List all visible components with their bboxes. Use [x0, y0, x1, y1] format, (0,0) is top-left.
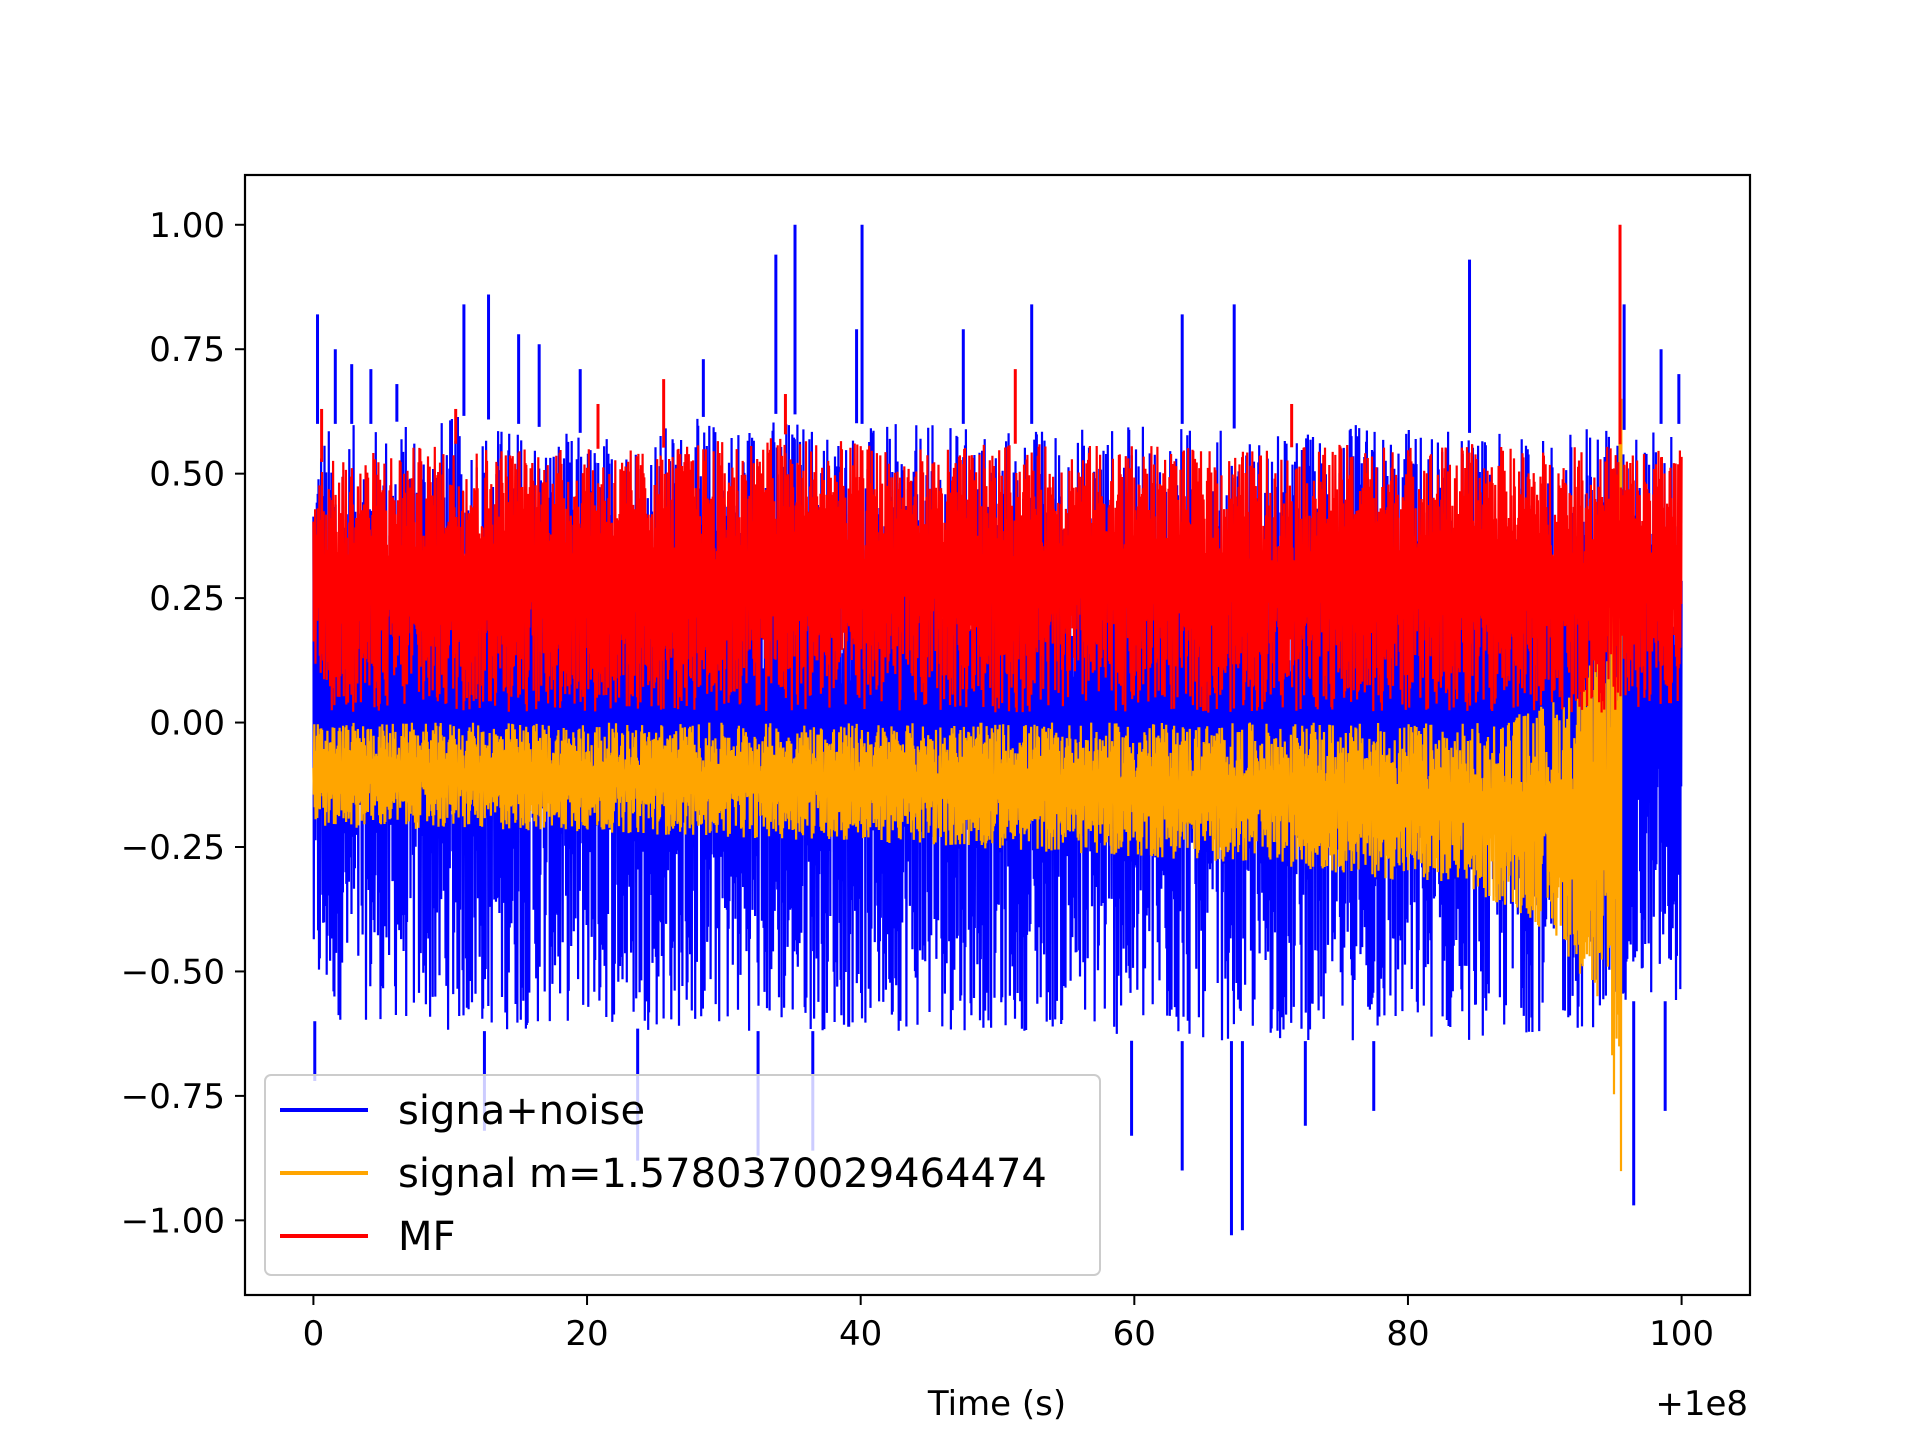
y-tick-label: 0.25	[149, 579, 225, 619]
y-tick-label: 0.75	[149, 330, 225, 370]
y-tick-label: −0.25	[121, 828, 225, 868]
x-tick-label: 20	[565, 1314, 608, 1354]
legend-box	[264, 1074, 1101, 1276]
y-tick-label: 0.50	[149, 455, 225, 495]
axes-frame	[243, 173, 1752, 1297]
x-axis: 0 20 40 60 80 100	[303, 1295, 1714, 1354]
series-line-1	[312, 344, 1623, 1172]
x-tick-label: 80	[1386, 1314, 1429, 1354]
series-line-2	[312, 438, 1683, 713]
legend-entry-2: MF	[398, 1214, 456, 1260]
y-tick-label: 1.00	[149, 206, 225, 246]
y-tick-label: −0.75	[121, 1077, 225, 1117]
x-axis-offset-text: +1e8	[1655, 1384, 1748, 1424]
plot-area	[312, 224, 1683, 1236]
x-tick-label: 100	[1649, 1314, 1714, 1354]
y-tick-label: 0.00	[149, 704, 225, 744]
y-tick-label: −1.00	[121, 1201, 225, 1241]
y-axis: 1.00 0.75 0.50 0.25 0.00 −0.25 −0.50 −0.75 −1.00	[121, 206, 245, 1241]
x-tick-label: 0	[303, 1314, 325, 1354]
x-tick-label: 60	[1113, 1314, 1156, 1354]
legend-entry-1: signal m=1.5780370029464474	[398, 1151, 1047, 1197]
legend: signa+noise signal m=1.5780370029464474 MF	[264, 1074, 1101, 1276]
legend-entry-0: signa+noise	[398, 1088, 645, 1134]
y-tick-label: −0.50	[121, 952, 225, 992]
x-tick-label: 40	[839, 1314, 882, 1354]
x-axis-label: Time (s)	[927, 1384, 1066, 1424]
